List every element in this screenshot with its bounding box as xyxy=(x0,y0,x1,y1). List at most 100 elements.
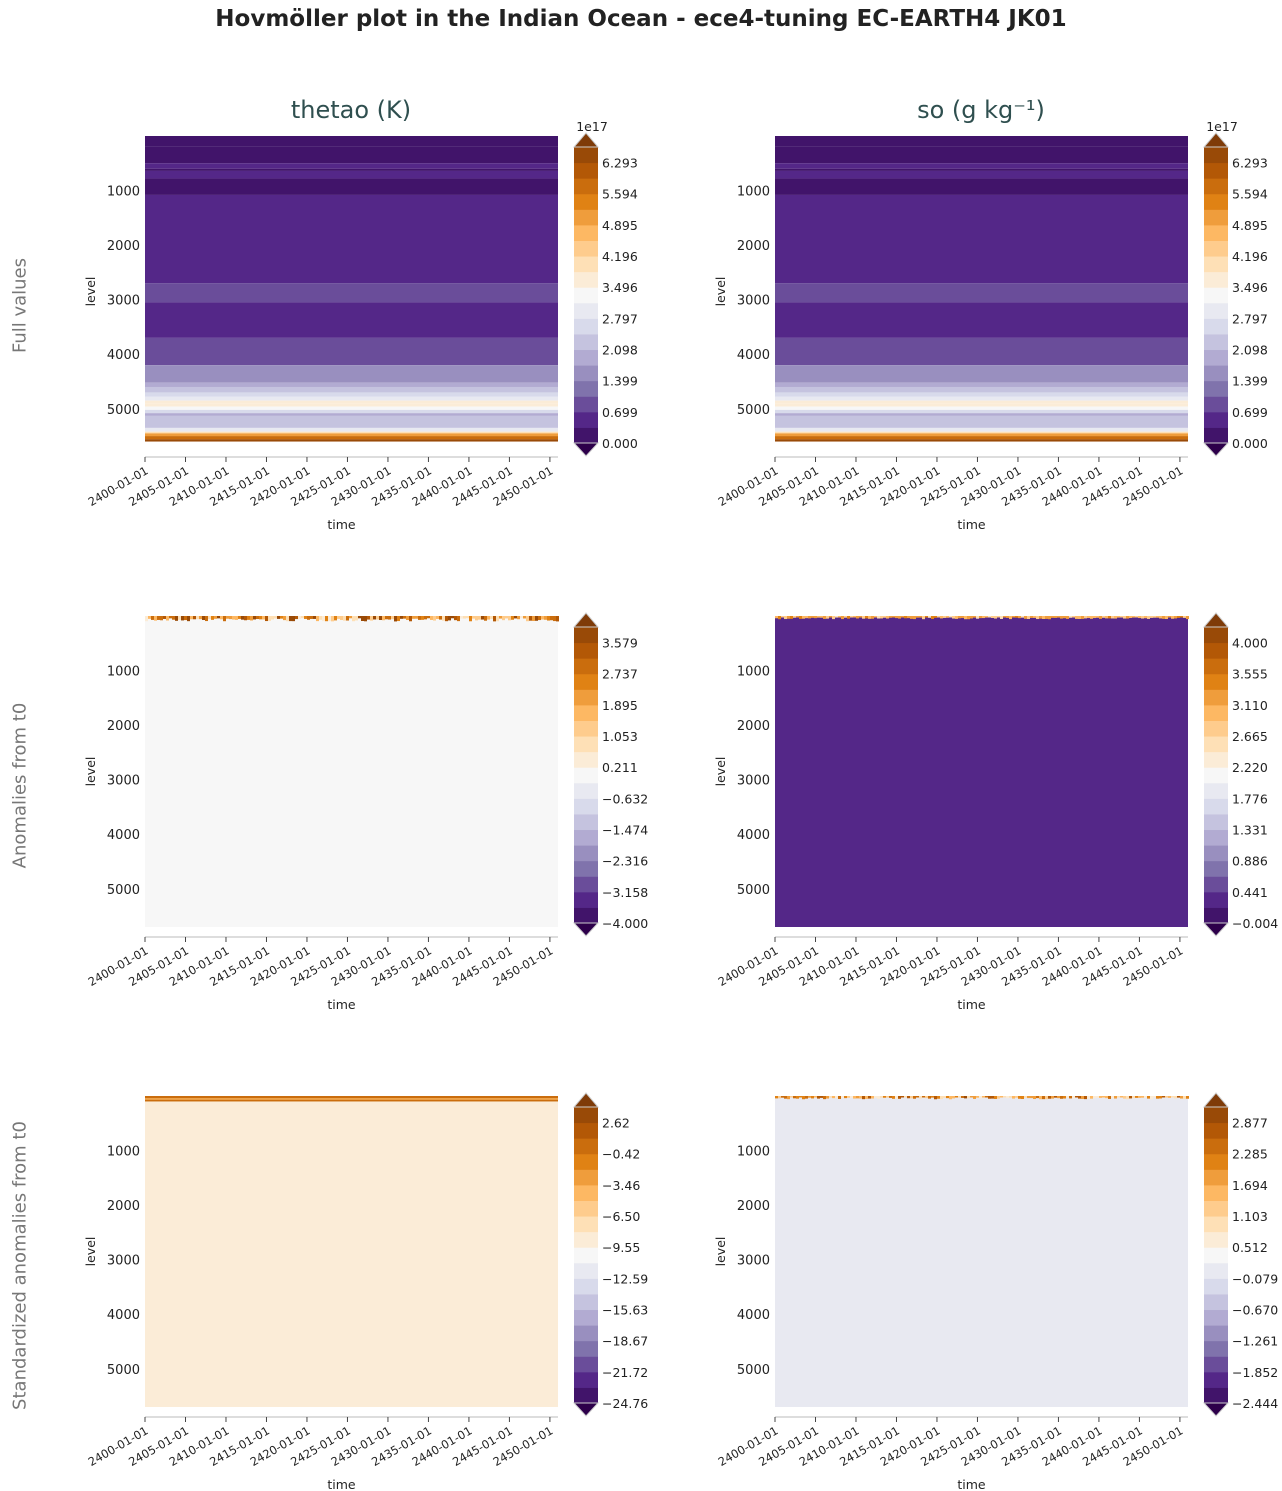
colorbar-tick-label: −1.261 xyxy=(1232,1334,1278,1349)
heatmap-cell xyxy=(811,1096,814,1099)
heatmap-cell xyxy=(940,616,943,619)
colorbar-offset-label: 1e17 xyxy=(576,119,608,134)
heatmap-cell xyxy=(871,616,874,619)
heatmap-cell xyxy=(475,616,478,621)
heatmap-cell xyxy=(802,616,805,619)
colorbar-band xyxy=(1204,767,1228,784)
heatmap-cell xyxy=(919,616,922,618)
colorbar-band xyxy=(1204,333,1228,351)
colorbar-band xyxy=(574,767,598,784)
heatmap-cell xyxy=(844,1096,847,1099)
heatmap-cell xyxy=(490,616,493,619)
colorbar-band xyxy=(574,302,598,319)
heatmap-cell xyxy=(1117,1096,1120,1098)
heatmap-cell xyxy=(211,616,214,620)
heatmap-cell xyxy=(1027,1096,1030,1099)
colorbar-tick-label: 2.220 xyxy=(1232,760,1268,775)
colorbar-tick-label: 5.594 xyxy=(1232,187,1268,202)
heatmap-cell xyxy=(433,616,436,621)
colorbar-band xyxy=(574,396,598,413)
heatmap-band xyxy=(145,431,558,434)
panel-2-1: 2400-01-012405-01-012410-01-012415-01-01… xyxy=(713,1092,1278,1491)
heatmap-cell xyxy=(1099,616,1102,619)
heatmap-cell xyxy=(460,616,463,619)
colorbar-tick-label: 2.877 xyxy=(1232,1116,1268,1131)
heatmap-band xyxy=(775,427,1188,432)
heatmap-cell xyxy=(325,616,328,622)
y-tick-label: 2000 xyxy=(737,719,770,734)
y-tick-label: 2000 xyxy=(107,239,140,254)
colorbar-band xyxy=(1204,1169,1228,1186)
heatmap-cell xyxy=(994,1096,997,1099)
heatmap-cell xyxy=(931,1096,934,1098)
heatmap-cell xyxy=(1075,1096,1078,1098)
heatmap-cell xyxy=(1096,1096,1099,1098)
colorbar-band xyxy=(574,1184,598,1201)
heatmap-band xyxy=(145,194,558,284)
heatmap-cell xyxy=(976,616,979,619)
colorbar-band xyxy=(1204,162,1228,179)
heatmap-cell xyxy=(454,616,457,621)
heatmap-cell xyxy=(232,616,235,620)
heatmap-cell xyxy=(1033,1096,1036,1100)
colorbar-band xyxy=(1204,627,1228,644)
colorbar-band xyxy=(1204,396,1228,413)
heatmap-cell xyxy=(1114,616,1117,619)
x-axis-label: time xyxy=(327,1477,356,1491)
heatmap-cell xyxy=(805,1096,808,1099)
heatmap-cell xyxy=(466,616,469,619)
heatmap-cell xyxy=(1081,616,1084,619)
heatmap-cell xyxy=(337,616,340,619)
y-tick-label: 2000 xyxy=(737,239,770,254)
heatmap-cell xyxy=(886,616,889,619)
heatmap-cell xyxy=(1171,1096,1174,1098)
heatmap-cell xyxy=(877,616,880,619)
colorbar-band xyxy=(574,782,598,799)
heatmap-cell xyxy=(535,616,538,621)
heatmap-cell xyxy=(937,1096,940,1099)
heatmap-cell xyxy=(940,1096,943,1100)
y-tick-label: 3000 xyxy=(737,294,770,309)
heatmap-cell xyxy=(835,1096,838,1099)
heatmap-cell xyxy=(1120,616,1123,618)
heatmap-cell xyxy=(775,616,778,619)
heatmap-band xyxy=(145,283,558,303)
heatmap-cell xyxy=(796,1096,799,1099)
colorbar-band xyxy=(574,1231,598,1248)
heatmap-cell xyxy=(157,616,160,620)
y-tick-label: 5000 xyxy=(107,883,140,898)
colorbar-band xyxy=(1204,658,1228,675)
colorbar-tick-label: 2.285 xyxy=(1232,1147,1268,1162)
colorbar-band xyxy=(574,318,598,335)
heatmap-cell xyxy=(841,1096,844,1098)
heatmap-band xyxy=(775,337,1188,366)
heatmap-cell xyxy=(199,616,202,620)
heatmap-cell xyxy=(919,1096,922,1099)
heatmap-cell xyxy=(907,616,910,619)
colorbar-tick-label: 0.000 xyxy=(1232,436,1268,451)
heatmap-cell xyxy=(859,1096,862,1099)
heatmap-cell xyxy=(997,616,1000,618)
colorbar-tick-label: −0.42 xyxy=(602,1147,640,1162)
heatmap-cell xyxy=(841,616,844,620)
colorbar-band xyxy=(1204,860,1228,877)
heatmap-cell xyxy=(1111,1096,1114,1099)
heatmap-cell xyxy=(949,616,952,618)
heatmap-cell xyxy=(1069,616,1072,618)
colorbar-tick-label: −0.670 xyxy=(1232,1303,1278,1318)
heatmap-cell xyxy=(916,1096,919,1098)
heatmap-cell xyxy=(268,616,271,621)
heatmap-cell xyxy=(241,616,244,620)
heatmap-cell xyxy=(517,616,520,620)
heatmap-cell xyxy=(859,616,862,618)
heatmap-cell xyxy=(313,616,316,619)
heatmap-cell xyxy=(1099,1096,1102,1098)
heatmap-cell xyxy=(358,616,361,619)
heatmap-cell xyxy=(793,1096,796,1099)
heatmap-band xyxy=(145,170,558,179)
heatmap-cell xyxy=(997,1096,1000,1099)
heatmap-cell xyxy=(154,616,157,621)
heatmap-cell xyxy=(1006,1096,1009,1099)
heatmap-cell xyxy=(412,616,415,619)
heatmap-band xyxy=(775,616,1188,927)
